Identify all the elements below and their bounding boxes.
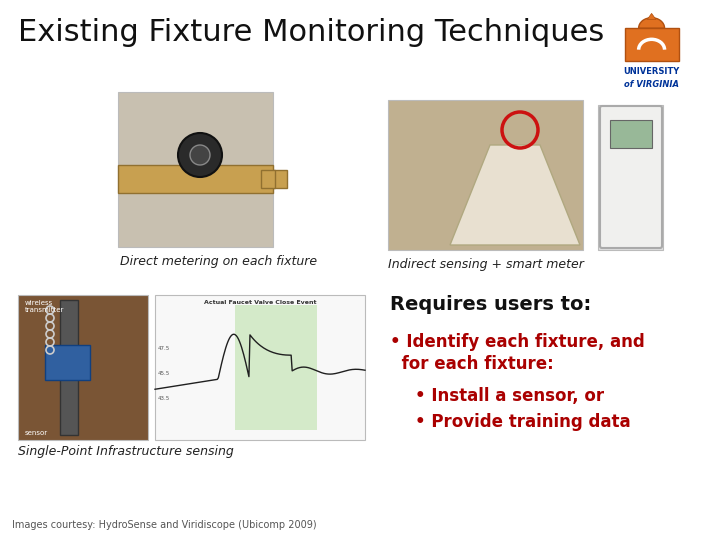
Bar [610, 120, 652, 148]
Bar [598, 105, 663, 250]
Text: Single-Point Infrastructure sensing: Single-Point Infrastructure sensing [18, 445, 234, 458]
Polygon shape [450, 145, 580, 245]
Bar [261, 170, 275, 188]
Bar [60, 300, 78, 435]
Text: Existing Fixture Monitoring Techniques: Existing Fixture Monitoring Techniques [18, 18, 604, 47]
Text: • Identify each fixture, and: • Identify each fixture, and [390, 333, 644, 351]
Bar [118, 92, 273, 247]
Polygon shape [647, 14, 656, 19]
Bar [388, 100, 583, 250]
Text: for each fixture:: for each fixture: [390, 355, 554, 373]
Text: 45.5: 45.5 [158, 371, 170, 376]
Text: UNIVERSITY: UNIVERSITY [624, 67, 680, 76]
Text: sensor: sensor [25, 430, 48, 436]
Text: Direct metering on each fixture: Direct metering on each fixture [120, 255, 317, 268]
Text: Requires users to:: Requires users to: [390, 295, 591, 314]
Text: • Install a sensor, or: • Install a sensor, or [415, 387, 604, 405]
FancyBboxPatch shape [600, 106, 662, 248]
Text: Indirect sensing + smart meter: Indirect sensing + smart meter [388, 258, 584, 271]
Circle shape [178, 133, 222, 177]
Bar [273, 170, 287, 188]
Bar [45, 345, 90, 380]
Text: wireless
transmitter: wireless transmitter [25, 300, 64, 313]
Circle shape [190, 145, 210, 165]
Wedge shape [639, 18, 665, 28]
Text: • Provide training data: • Provide training data [415, 413, 631, 431]
Text: Actual Faucet Valve Close Event: Actual Faucet Valve Close Event [204, 300, 316, 305]
FancyBboxPatch shape [625, 28, 679, 61]
Text: Images courtesy: HydroSense and Viridiscope (Ubicomp 2009): Images courtesy: HydroSense and Viridisc… [12, 520, 317, 530]
Text: 47.5: 47.5 [158, 346, 170, 351]
Text: of VIRGINIA: of VIRGINIA [624, 80, 679, 89]
Bar [18, 295, 148, 440]
Bar [235, 305, 317, 430]
Text: 43.5: 43.5 [158, 396, 170, 401]
Bar [118, 165, 273, 193]
Bar [155, 295, 365, 440]
